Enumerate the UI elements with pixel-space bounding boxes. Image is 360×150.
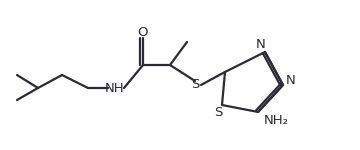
Text: S: S [214,105,222,118]
Text: S: S [191,78,199,92]
Text: NH₂: NH₂ [264,114,288,126]
Text: N: N [256,39,266,51]
Text: O: O [138,26,148,39]
Text: N: N [286,75,296,87]
Text: NH: NH [105,81,125,94]
